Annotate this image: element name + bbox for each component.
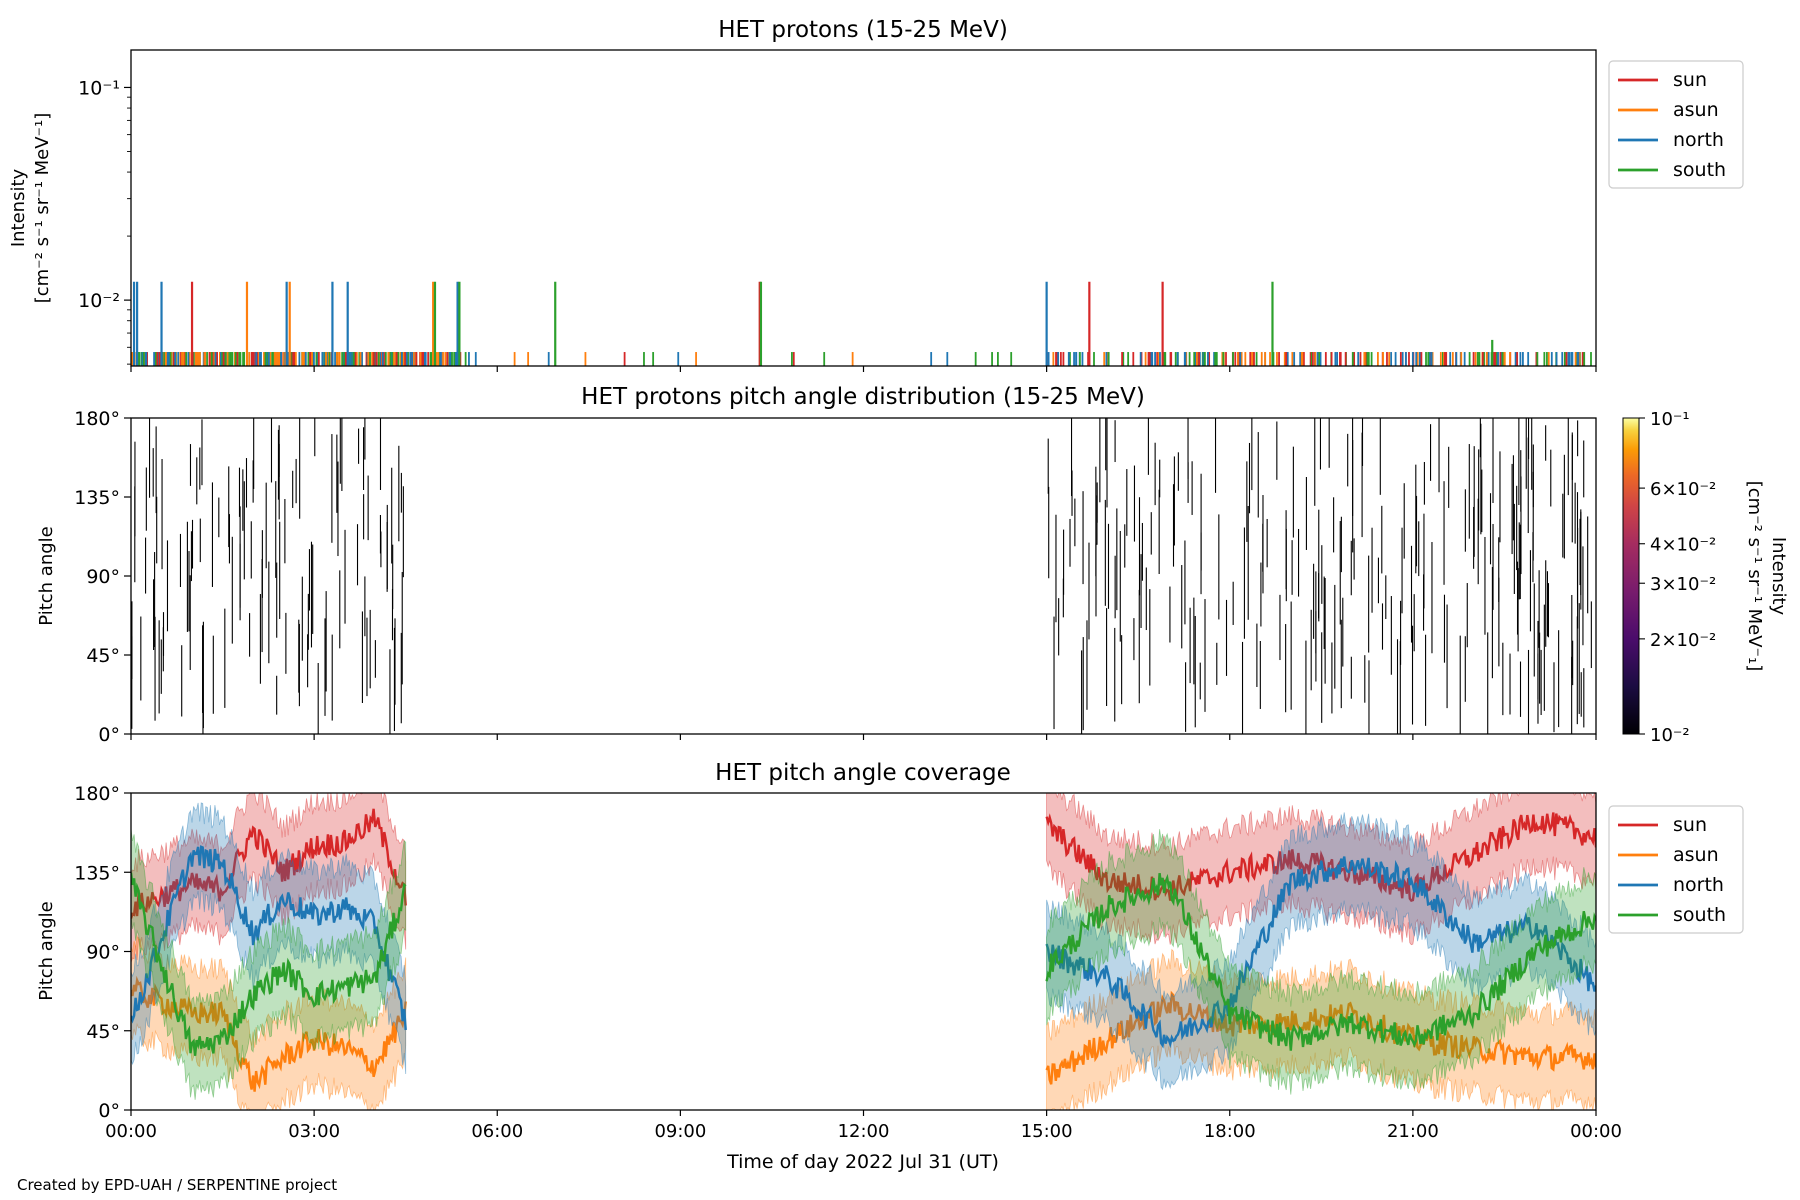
coverage-line-asun [1045,990,1596,1085]
panel-intensity: HET protons (15-25 MeV) 10⁻² 10⁻¹ Intensi… [8,17,1744,372]
colorbar-tick-label: 3×10⁻² [1650,574,1716,595]
legend-label-asun: asun [1673,99,1719,121]
x-tick-label: 06:00 [471,1121,523,1142]
x-tick-label: 21:00 [1387,1121,1439,1142]
panel-pitch-angle-distribution: HET protons pitch angle distribution (15… [36,384,1789,746]
coverage-line-north [131,845,407,1031]
colorbar-ticks: 10⁻² 2×10⁻² 3×10⁻² 4×10⁻² 6×10⁻² 10⁻¹ [1639,409,1716,746]
y-tick-label: 180° [74,783,120,805]
y-tick-label: 45° [86,645,120,667]
panel2-plot-area [131,418,1592,734]
panel2-title: HET protons pitch angle distribution (15… [581,384,1145,410]
y-tick-label: 10⁻² [78,290,120,312]
y-tick-label: 45° [86,1021,120,1043]
x-axis-label: Time of day 2022 Jul 31 (UT) [726,1151,999,1173]
coverage-band-south [131,828,407,1100]
y-tick-label: 135° [74,487,120,509]
coverage-line-sun [1045,812,1596,902]
panel2-frame [130,417,1597,735]
x-tick-label: 18:00 [1204,1121,1256,1142]
legend-box [1608,805,1744,934]
panel-pitch-angle-coverage: HET pitch angle coverage 0° 45° 90° 135° 180… [36,760,1744,1142]
colorbar [1622,417,1640,735]
x-tick-label: 03:00 [288,1121,340,1142]
panel1-x-ticks [130,366,1597,372]
y-tick-label: 10⁻¹ [78,77,120,99]
panel1-frame [130,49,1597,367]
colorbar-tick-label: 10⁻² [1650,725,1690,746]
panel1-ylabel-line2: [cm⁻² s⁻¹ sr⁻¹ MeV⁻¹] [32,113,53,304]
colorbar-label-line2: [cm⁻² s⁻¹ sr⁻¹ MeV⁻₁] [1744,481,1765,672]
panel1-ylabel-line1: Intensity [8,168,29,247]
coverage-band-north [131,802,407,1075]
legend-label-north: north [1673,874,1724,896]
colorbar-label-line1: Intensity [1768,537,1789,616]
colorbar-tick-label: 4×10⁻² [1650,535,1716,556]
x-tick-label: 15:00 [1021,1121,1073,1142]
y-tick-label: 0° [98,724,120,746]
panel3-title: HET pitch angle coverage [715,760,1011,786]
colorbar-tick-label: 6×10⁻² [1650,479,1716,500]
panel2-y-axis: 0° 45° 90° 135° 180° [74,408,131,746]
panel1-title: HET protons (15-25 MeV) [718,17,1008,43]
legend-label-south: south [1673,159,1726,181]
coverage-line-south [1045,873,1596,1051]
coverage-line-south [131,872,407,1056]
legend-label-sun: sun [1673,69,1707,91]
legend-label-north: north [1673,129,1724,151]
coverage-band-sun [131,793,407,963]
colorbar-tick-label: 10⁻¹ [1650,409,1690,430]
coverage-band-north [1046,812,1596,1091]
panel3-x-ticks: 00:00 03:00 06:00 09:00 12:00 15:00 18:00 21:00… [105,1110,1622,1142]
x-tick-label: 12:00 [838,1121,890,1142]
y-tick-label: 135° [74,862,120,884]
panel3-legend: sun asun north south [1608,805,1744,934]
panel1-legend: sun asun north south [1608,60,1744,189]
panel1-plot-area [131,281,1592,366]
coverage-band-south [1046,829,1596,1095]
legend-box [1608,60,1744,189]
coverage-line-sun [131,808,407,919]
x-tick-label: 09:00 [654,1121,706,1142]
panel1-y-axis: 10⁻² 10⁻¹ [78,77,131,365]
coverage-band-asun [131,934,407,1110]
panel3-y-axis: 0° 45° 90° 135° 180° [74,783,131,1122]
coverage-line-north [1045,856,1596,1049]
y-tick-label: 90° [86,942,120,964]
footer-credit: Created by EPD-UAH / SERPENTINE project [17,1176,337,1194]
colorbar-tick-label: 2×10⁻² [1650,630,1716,651]
x-tick-label: 00:00 [105,1121,157,1142]
y-tick-label: 90° [86,566,120,588]
y-tick-label: 180° [74,408,120,430]
panel2-ylabel: Pitch angle [36,526,57,625]
legend-label-asun: asun [1673,844,1719,866]
y-tick-label: 0° [98,1100,120,1122]
x-tick-label: 00:00 [1570,1121,1622,1142]
panel2-x-ticks [130,734,1597,740]
panel3-plot-area [131,793,1596,1110]
legend-label-sun: sun [1673,814,1707,836]
panel3-ylabel: Pitch angle [36,901,57,1000]
legend-label-south: south [1673,904,1726,926]
